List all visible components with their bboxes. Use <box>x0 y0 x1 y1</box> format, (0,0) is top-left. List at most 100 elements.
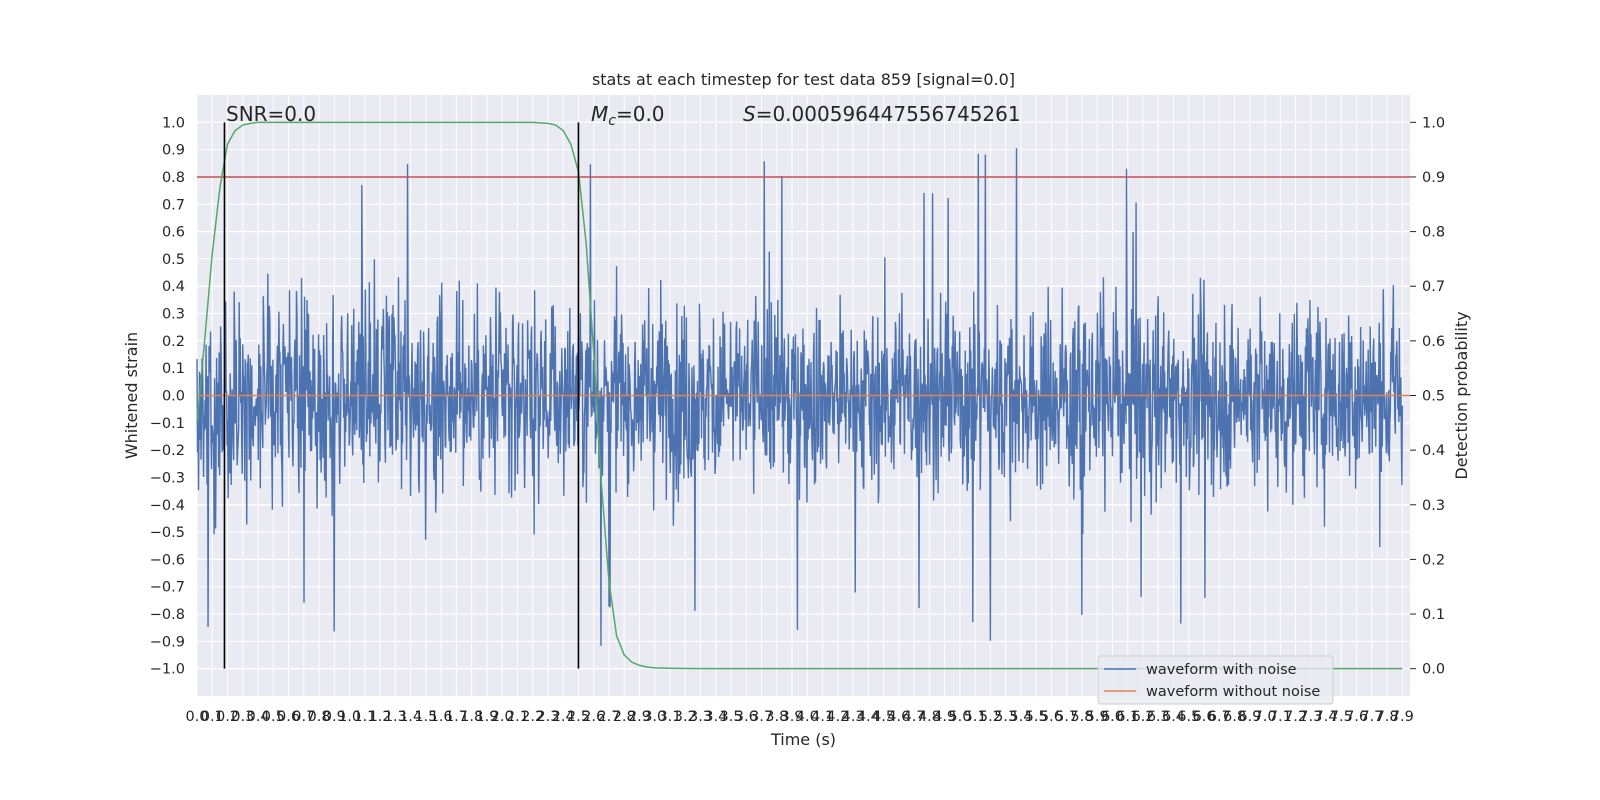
x-tick-label: 4.3 <box>842 709 865 725</box>
x-tick-label: 3.7 <box>750 709 773 725</box>
y2-tick-label: 0.3 <box>1422 498 1445 514</box>
y-tick-label: −1.0 <box>150 662 185 678</box>
x-tick-label: 0.5 <box>262 709 285 725</box>
x-tick-label: 3.3 <box>689 709 712 725</box>
x-tick-label: 1.0 <box>338 709 361 725</box>
y-tick-label: −0.3 <box>150 470 185 486</box>
y2-tick-label: 0.9 <box>1422 170 1445 186</box>
x-tick-label: 1.7 <box>445 709 468 725</box>
x-tick-label: 3.8 <box>765 709 788 725</box>
x-tick-label: 3.1 <box>658 709 681 725</box>
y-tick-label: −0.1 <box>150 416 185 432</box>
x-tick-label: 2.2 <box>521 709 544 725</box>
x-tick-label: 4.8 <box>918 709 941 725</box>
x-tick-label: 0.1 <box>201 709 224 725</box>
x-tick-label: 7.8 <box>1376 709 1399 725</box>
y2-tick-label: 0.0 <box>1422 662 1445 678</box>
legend-box <box>1097 655 1334 705</box>
y-tick-label: −0.6 <box>150 552 185 568</box>
x-tick-label: 5.7 <box>1055 709 1078 725</box>
chart-title: stats at each timestep for test data 859… <box>592 70 1015 89</box>
x-tick-label: 0.3 <box>231 709 254 725</box>
y-tick-label: 0.7 <box>162 197 185 213</box>
y-tick-label: −0.5 <box>150 525 185 541</box>
x-tick-label: 5.0 <box>948 709 971 725</box>
x-tick-label: 6.1 <box>1116 709 1139 725</box>
x-tick-label: 4.4 <box>857 709 880 725</box>
x-tick-label: 2.7 <box>597 709 620 725</box>
x-tick-label: 5.9 <box>1086 709 1109 725</box>
y-axis-label: Whitened strain <box>122 332 141 459</box>
x-tick-label: 2.0 <box>491 709 514 725</box>
x-tick-label: 4.0 <box>796 709 819 725</box>
noise-trace <box>196 148 1404 646</box>
snr-annotation: SNR=0.0 <box>226 102 316 126</box>
y-tick-label: 0.5 <box>162 252 185 268</box>
x-tick-label: 0.7 <box>292 709 315 725</box>
x-tick-label: 4.9 <box>933 709 956 725</box>
x-tick-label: 2.8 <box>613 709 636 725</box>
legend-label-noise: waveform with noise <box>1146 662 1297 678</box>
x-tick-label: 4.5 <box>872 709 895 725</box>
x-tick-label: 1.8 <box>460 709 483 725</box>
mc-annotation: Mc=0.0 <box>591 102 665 129</box>
x-tick-label: 0.8 <box>308 709 331 725</box>
x-tick-label: 3.0 <box>643 709 666 725</box>
x-tick-label: 3.5 <box>719 709 742 725</box>
x-tick-label: 7.1 <box>1269 709 1292 725</box>
x-tick-label: 6.6 <box>1192 709 1215 725</box>
x-tick-label: 0.2 <box>216 709 239 725</box>
x-tick-label: 2.9 <box>628 709 651 725</box>
x-tick-label: 5.8 <box>1070 709 1093 725</box>
y-tick-label: 0.0 <box>162 389 185 405</box>
x-tick-label: 4.1 <box>811 709 834 725</box>
x-tick-label: 2.3 <box>536 709 559 725</box>
x-tick-label: 6.0 <box>1101 709 1124 725</box>
x-tick-label: 3.2 <box>674 709 697 725</box>
x-tick-label: 7.2 <box>1284 709 1307 725</box>
x-tick-label: 4.2 <box>826 709 849 725</box>
y2-tick-label: 0.1 <box>1422 607 1445 623</box>
x-tick-label: 6.2 <box>1131 709 1154 725</box>
x-tick-label: 2.5 <box>567 709 590 725</box>
s-annotation: S=0.000596447556745261 <box>743 102 1021 126</box>
x-tick-label: 7.9 <box>1391 709 1414 725</box>
y-tick-label: 0.2 <box>162 334 185 350</box>
y2-tick-label: 0.8 <box>1422 225 1445 241</box>
x-axis: 0.00.10.20.30.40.50.60.70.80.91.01.11.21… <box>185 709 1413 725</box>
legend-label-clean: waveform without noise <box>1146 684 1320 700</box>
y-tick-label: −0.9 <box>150 634 185 650</box>
x-tick-label: 3.6 <box>735 709 758 725</box>
y-axis-left: −1.0 −0.9 −0.8 −0.7 −0.6 −0.5 −0.4 −0.3 −0.2 −0.1… <box>150 115 185 677</box>
y-tick-label: −0.7 <box>150 580 185 596</box>
x-tick-label: 5.2 <box>979 709 1002 725</box>
y-tick-label: −0.4 <box>150 498 185 514</box>
x-tick-label: 1.5 <box>414 709 437 725</box>
y2-axis-label: Detection probability <box>1452 311 1471 479</box>
y-tick-label: 0.9 <box>162 143 185 159</box>
y-tick-label: 0.1 <box>162 361 185 377</box>
x-tick-label: 1.4 <box>399 709 422 725</box>
x-tick-label: 5.3 <box>994 709 1017 725</box>
x-tick-label: 3.9 <box>781 709 804 725</box>
x-tick-label: 6.4 <box>1162 709 1185 725</box>
x-tick-label: 0.4 <box>247 709 270 725</box>
x-tick-label: 7.3 <box>1299 709 1322 725</box>
event-markers <box>223 122 580 669</box>
x-tick-label: 5.1 <box>964 709 987 725</box>
x-tick-label: 5.5 <box>1025 709 1048 725</box>
x-tick-label: 6.9 <box>1238 709 1261 725</box>
x-tick-label: 7.6 <box>1345 709 1368 725</box>
x-tick-label: 2.1 <box>506 709 529 725</box>
x-tick-label: 1.9 <box>475 709 498 725</box>
x-tick-label: 6.3 <box>1147 709 1170 725</box>
x-axis-label: Time (s) <box>770 730 836 749</box>
x-tick-label: 1.2 <box>369 709 392 725</box>
y-axis-right: 0.0 0.1 0.2 0.3 0.4 0.5 0.6 0.7 0.8 0.9 1.0 <box>1410 115 1445 678</box>
x-tick-label: 2.4 <box>552 709 575 725</box>
x-tick-label: 0.0 <box>185 709 208 725</box>
y-tick-label: 0.3 <box>162 307 185 323</box>
x-tick-label: 6.8 <box>1223 709 1246 725</box>
x-tick-label: 3.4 <box>704 709 727 725</box>
